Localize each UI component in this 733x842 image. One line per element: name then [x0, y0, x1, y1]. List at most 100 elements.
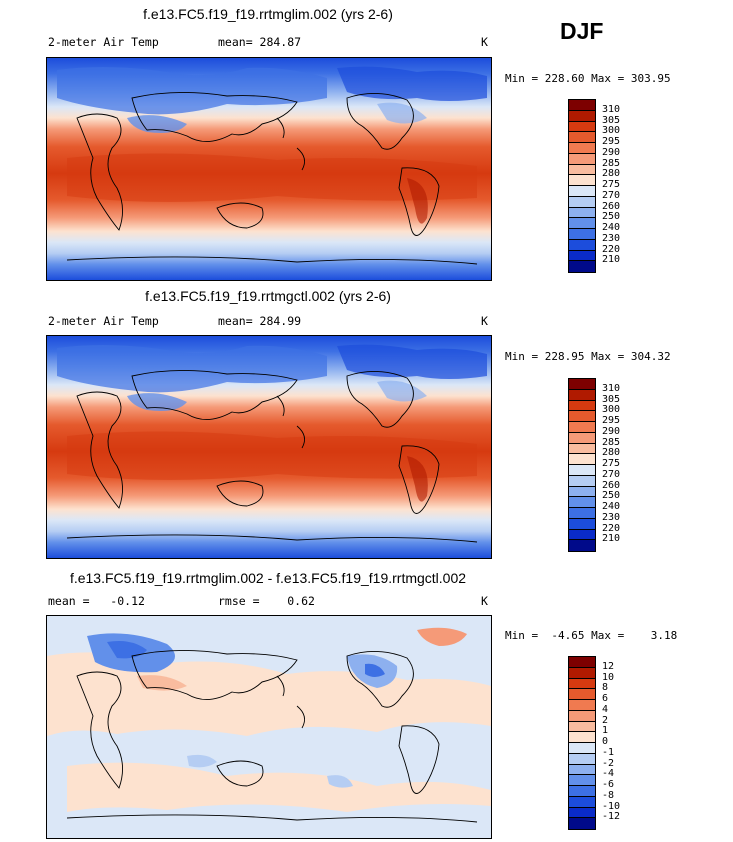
colorbar-swatch [569, 153, 595, 165]
panel-1-variable-label: 2-meter Air Temp [48, 35, 159, 49]
colorbar-tick-label: 220 [602, 522, 621, 534]
panel-2-mean-label: mean= 284.99 [218, 314, 302, 328]
colorbar-swatch [569, 465, 595, 476]
colorbar-tick-label: 295 [602, 415, 621, 426]
panel-1-map-svg [47, 58, 491, 280]
colorbar-tick-label: -2 [602, 757, 615, 769]
colorbar-tick-label: 275 [602, 179, 621, 190]
panel-2-variable-label: 2-meter Air Temp [48, 314, 159, 328]
colorbar-tick-label: 260 [602, 200, 621, 212]
panel-2-title: f.e13.FC5.f19_f19.rrtmgctl.002 (yrs 2-6) [145, 288, 391, 304]
panel-3-map [46, 615, 492, 839]
colorbar-tick-label: 280 [602, 447, 621, 459]
colorbar-swatch [569, 764, 595, 776]
colorbar-tick-label: 220 [602, 243, 621, 255]
colorbar-swatch [569, 400, 595, 412]
colorbar-swatch [569, 529, 595, 541]
colorbar-swatch [569, 732, 595, 743]
colorbar-swatch [569, 689, 595, 700]
colorbar-swatch [569, 486, 595, 498]
colorbar-tick-label: 0 [602, 736, 609, 747]
colorbar-tick-label: 305 [602, 393, 621, 405]
colorbar-swatch [569, 753, 595, 765]
colorbar-swatch [569, 218, 595, 229]
panel-3-map-svg [47, 616, 491, 838]
colorbar-swatch [569, 229, 595, 240]
panel-2-map-svg [47, 336, 491, 558]
colorbar-swatch [569, 422, 595, 433]
colorbar-swatch [569, 239, 595, 251]
colorbar-swatch [569, 667, 595, 679]
colorbar-swatch [569, 518, 595, 530]
colorbar-tick-label: 210 [602, 533, 621, 545]
colorbar-tick-label: 275 [602, 458, 621, 469]
panel-1-map [46, 57, 492, 281]
panel-3-rmse-label: rmse = 0.62 [218, 594, 315, 608]
colorbar-tick-label: 4 [602, 703, 609, 715]
colorbar-tick-label: 300 [602, 404, 621, 416]
colorbar-swatch [569, 443, 595, 455]
colorbar-tick-label: 305 [602, 114, 621, 126]
colorbar-tick-label: 10 [602, 671, 615, 683]
colorbar-tick-label: 270 [602, 189, 621, 201]
colorbar-tick-label: 270 [602, 468, 621, 480]
colorbar-tick-label: -4 [602, 768, 615, 780]
colorbar-tick-label: 240 [602, 501, 621, 512]
colorbar-swatch [569, 379, 595, 390]
colorbar-tick-label: -12 [602, 811, 621, 823]
panel-3-colorbar [568, 656, 596, 830]
colorbar-swatch [569, 196, 595, 208]
colorbar-swatch [569, 432, 595, 444]
colorbar-swatch [569, 411, 595, 422]
panel-3-title: f.e13.FC5.f19_f19.rrtmglim.002 - f.e13.F… [69, 570, 467, 586]
colorbar-swatch [569, 121, 595, 133]
panel-3-mean-label: mean = -0.12 [48, 594, 145, 608]
colorbar-tick-label: -8 [602, 789, 615, 801]
colorbar-tick-label: 230 [602, 511, 621, 523]
colorbar-tick-label: -10 [602, 800, 621, 812]
colorbar-tick-label: 210 [602, 254, 621, 266]
colorbar-tick-label: 6 [602, 693, 609, 704]
colorbar-swatch [569, 678, 595, 690]
colorbar-swatch [569, 100, 595, 111]
colorbar-swatch [569, 207, 595, 219]
colorbar-swatch [569, 164, 595, 176]
panel-3-units: K [481, 594, 488, 608]
colorbar-swatch [569, 657, 595, 668]
season-label: DJF [560, 18, 604, 44]
colorbar-tick-label: 280 [602, 168, 621, 180]
colorbar-tick-label: 290 [602, 146, 621, 158]
colorbar-tick-label: 12 [602, 660, 615, 672]
colorbar-swatch [569, 110, 595, 122]
colorbar-swatch [569, 132, 595, 143]
colorbar-tick-label: 230 [602, 232, 621, 244]
colorbar-swatch [569, 786, 595, 797]
colorbar-swatch [569, 250, 595, 262]
colorbar-tick-label: 250 [602, 211, 621, 223]
panel-2-colorbar [568, 378, 596, 552]
colorbar-swatch [569, 540, 595, 551]
colorbar-tick-label: 290 [602, 425, 621, 437]
panel-1-colorbar [568, 99, 596, 273]
colorbar-swatch [569, 186, 595, 197]
colorbar-swatch [569, 389, 595, 401]
colorbar-swatch [569, 508, 595, 519]
colorbar-swatch [569, 700, 595, 711]
colorbar-swatch [569, 818, 595, 829]
colorbar-swatch [569, 475, 595, 487]
colorbar-swatch [569, 261, 595, 272]
colorbar-tick-label: 1 [602, 725, 609, 737]
colorbar-swatch [569, 775, 595, 786]
panel-1-minmax: Min = 228.60 Max = 303.95 [505, 72, 671, 85]
colorbar-tick-label: 285 [602, 436, 621, 448]
colorbar-swatch [569, 497, 595, 508]
colorbar-tick-label: 8 [602, 682, 609, 694]
panel-2-units: K [481, 314, 488, 328]
colorbar-tick-label: -6 [602, 779, 615, 790]
panel-2-map [46, 335, 492, 559]
colorbar-tick-label: 285 [602, 157, 621, 169]
colorbar-tick-label: 250 [602, 490, 621, 502]
colorbar-swatch [569, 721, 595, 733]
colorbar-tick-label: 310 [602, 103, 621, 115]
colorbar-tick-label: 310 [602, 382, 621, 394]
